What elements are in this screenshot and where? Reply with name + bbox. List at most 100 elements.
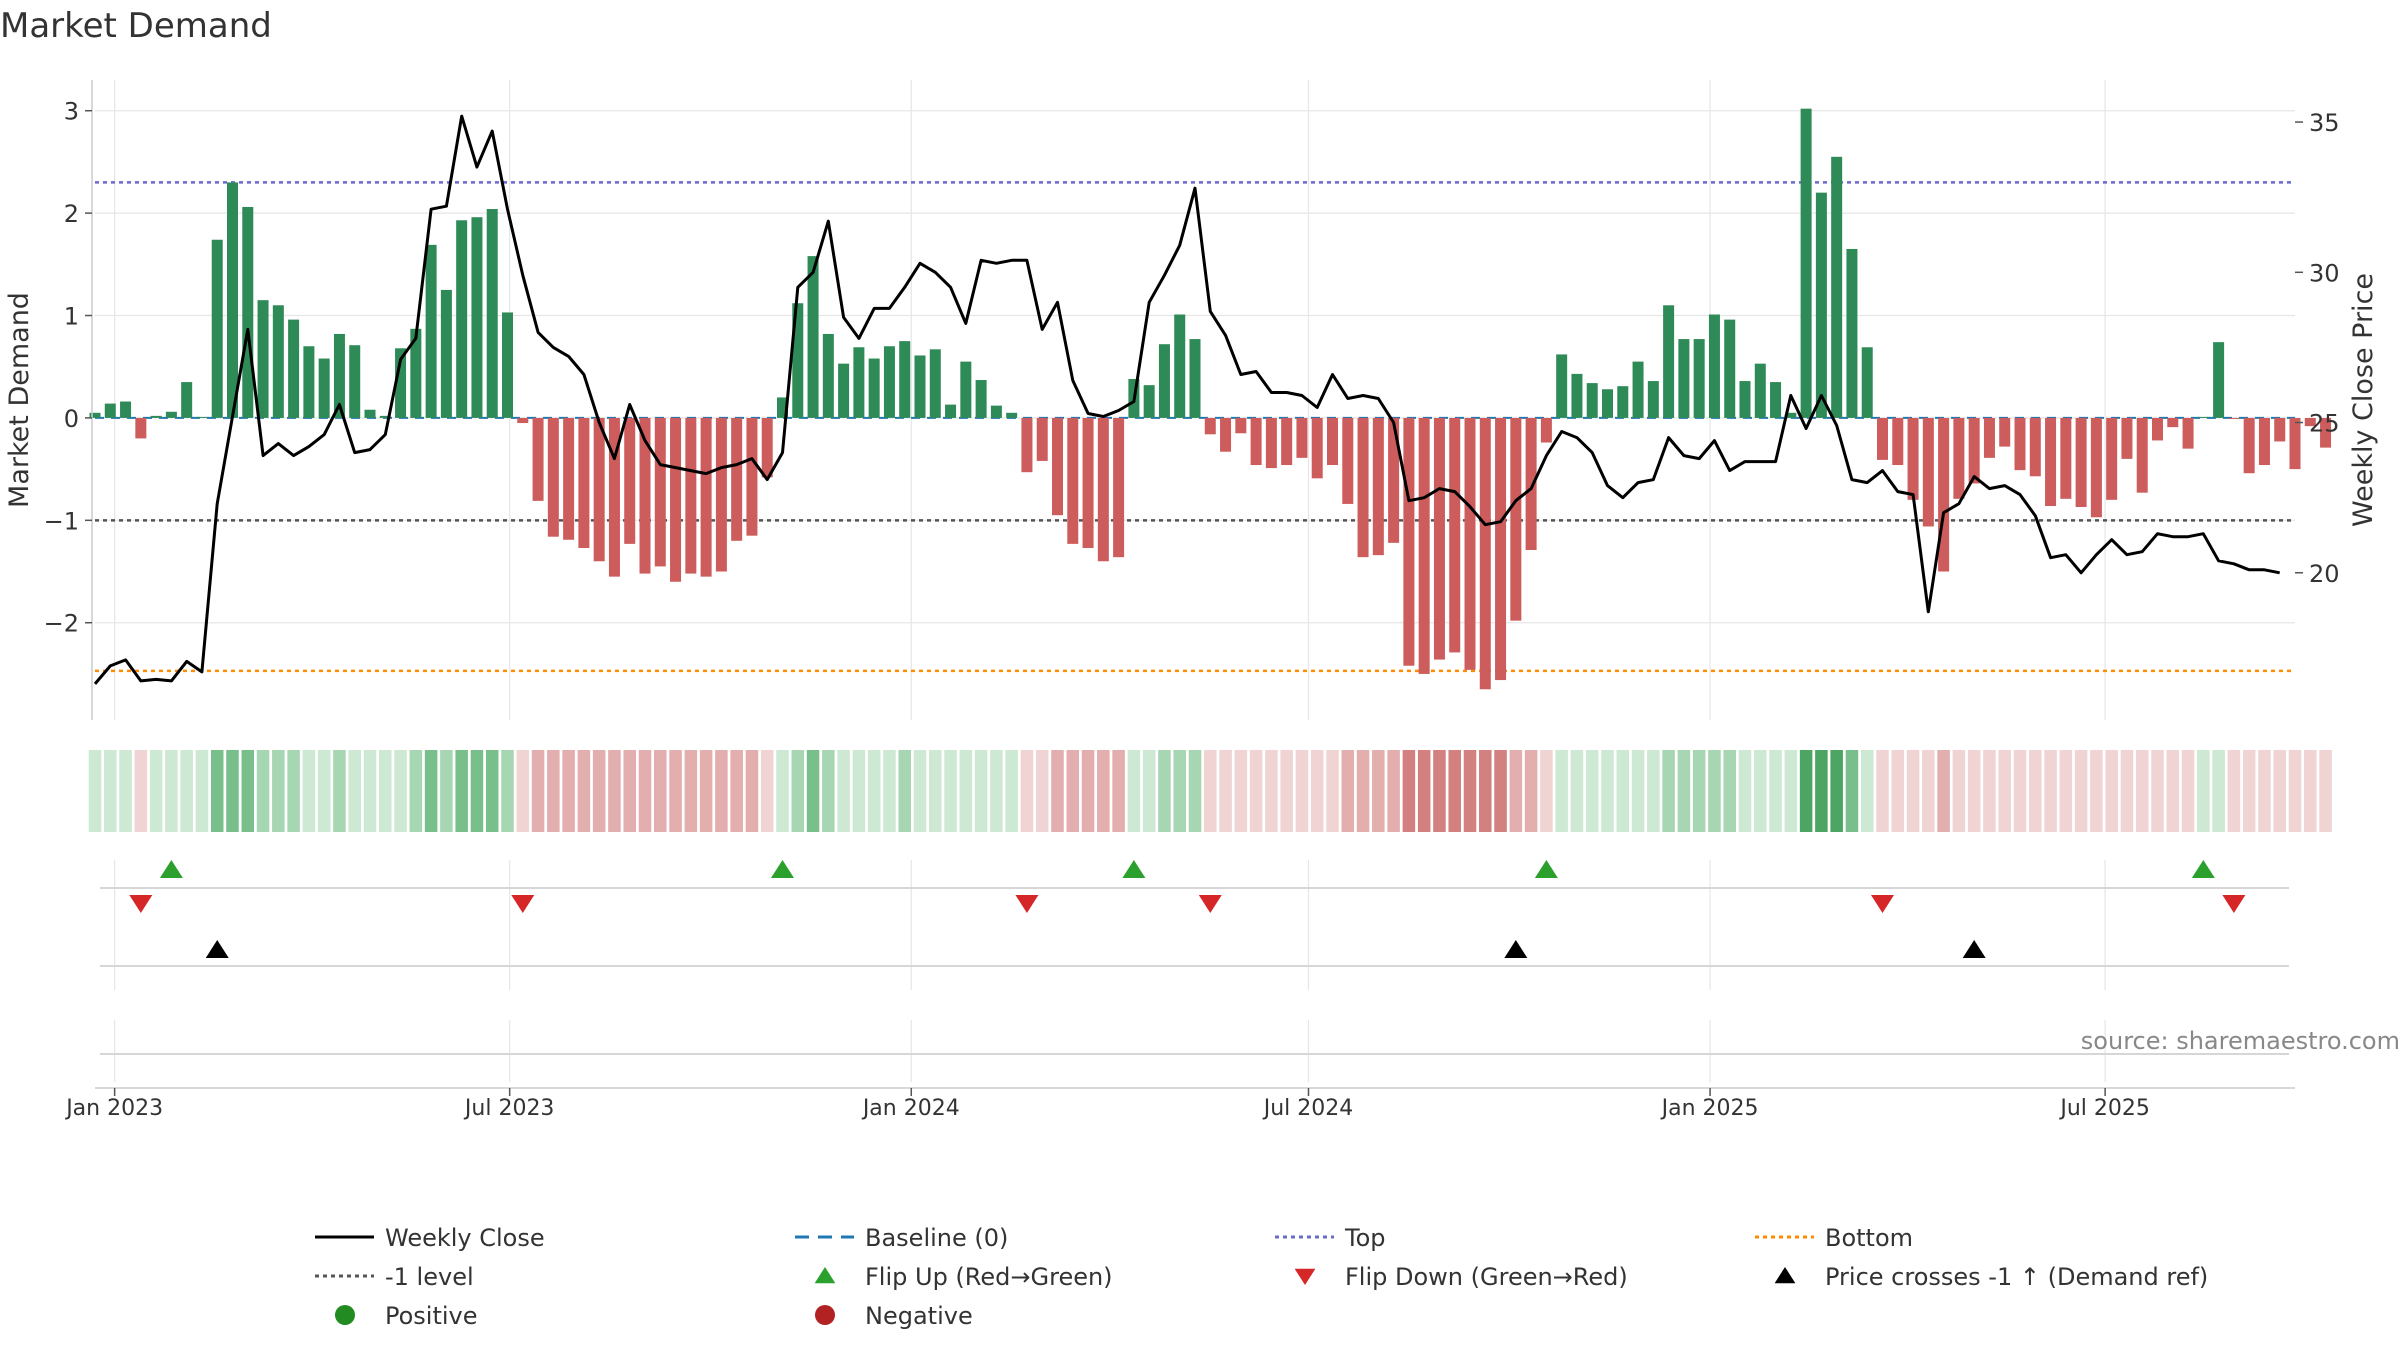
heat-cell bbox=[516, 750, 530, 832]
positive-bar bbox=[211, 239, 223, 418]
negative-bar bbox=[670, 417, 682, 582]
heat-cell bbox=[1784, 750, 1798, 832]
legend-swatch-circle bbox=[815, 1305, 835, 1325]
positive-bar bbox=[502, 312, 513, 418]
heat-cell bbox=[379, 750, 392, 832]
flip-up-marker bbox=[1534, 860, 1558, 878]
heat-cell bbox=[134, 750, 148, 832]
negative-bar bbox=[2136, 417, 2148, 493]
heat-cell bbox=[1998, 750, 2011, 832]
negative-bar bbox=[2289, 417, 2301, 470]
positive-bar bbox=[1739, 381, 1751, 418]
x-tick-label: Jan 2023 bbox=[64, 1096, 163, 1121]
heat-cell bbox=[1448, 750, 1461, 832]
y-tick-label: −1 bbox=[44, 507, 79, 535]
heat-cell bbox=[2059, 750, 2073, 832]
negative-bar bbox=[517, 417, 529, 424]
price-line-group bbox=[93, 114, 2280, 685]
heat-cell bbox=[1845, 750, 1859, 832]
heat-cell bbox=[2212, 750, 2225, 832]
negative-bar bbox=[1327, 417, 1338, 466]
negative-bar bbox=[2304, 417, 2316, 427]
heat-cell bbox=[1524, 750, 1538, 832]
heat-cell bbox=[409, 750, 423, 832]
negative-bar bbox=[2258, 417, 2270, 466]
heat-cell bbox=[1356, 750, 1370, 832]
negative-bar bbox=[1067, 417, 1079, 544]
y-tick-label: 3 bbox=[64, 98, 79, 126]
negative-bar bbox=[1113, 417, 1125, 558]
heat-cell bbox=[547, 750, 560, 832]
negative-bar bbox=[624, 417, 636, 544]
heat-cell bbox=[333, 750, 346, 832]
heat-cell bbox=[470, 750, 484, 832]
heat-cell bbox=[837, 750, 850, 832]
heat-cell bbox=[1616, 750, 1630, 832]
heat-cell bbox=[1967, 750, 1981, 832]
negative-bar bbox=[2243, 417, 2255, 474]
heat-cell bbox=[1479, 750, 1492, 832]
positive-bar bbox=[150, 415, 162, 418]
positive-bar bbox=[1846, 248, 1858, 418]
positive-bar bbox=[1006, 412, 1018, 418]
negative-bar bbox=[2014, 417, 2026, 471]
positive-bar bbox=[227, 182, 238, 418]
positive-bar bbox=[1815, 192, 1827, 418]
heat-cell bbox=[638, 750, 652, 832]
heat-cell bbox=[1433, 750, 1446, 832]
flip-up-marker bbox=[2191, 860, 2215, 878]
x-tick-label: Jan 2024 bbox=[861, 1096, 960, 1121]
heat-cell bbox=[1387, 750, 1400, 832]
heat-cell bbox=[684, 750, 698, 832]
heat-cell bbox=[852, 750, 866, 832]
legend-swatch-circle bbox=[335, 1305, 355, 1325]
negative-bar bbox=[1449, 417, 1461, 653]
positive-bar bbox=[1693, 339, 1705, 418]
flip-up-marker bbox=[159, 860, 183, 878]
negative-bar bbox=[2121, 417, 2133, 459]
negative-bar bbox=[547, 417, 559, 537]
positive-bar bbox=[868, 358, 880, 418]
heat-cell bbox=[1112, 750, 1125, 832]
heat-cell bbox=[1677, 750, 1691, 832]
heat-cell bbox=[1051, 750, 1064, 832]
heat-cell bbox=[1952, 750, 1966, 832]
heat-cell bbox=[241, 750, 255, 832]
flip-down-marker bbox=[1871, 895, 1894, 913]
heat-cell bbox=[867, 750, 881, 832]
heat-cell bbox=[1799, 750, 1813, 832]
flip-down-marker bbox=[1198, 895, 1222, 913]
positive-bar bbox=[822, 333, 834, 418]
flip-up-marker bbox=[1122, 860, 1146, 878]
heat-cell bbox=[1708, 750, 1721, 832]
positive-bar bbox=[257, 300, 269, 418]
legend-label: Price crosses -1 ↑ (Demand ref) bbox=[1825, 1263, 2208, 1291]
heat-cell bbox=[195, 750, 209, 832]
heat-cell bbox=[2090, 750, 2103, 832]
positive-bar bbox=[1632, 361, 1644, 418]
negative-bar bbox=[1021, 417, 1033, 473]
negative-bar bbox=[1907, 417, 1919, 500]
heat-cell bbox=[2029, 750, 2042, 832]
positive-bar bbox=[2213, 342, 2225, 418]
negative-bar bbox=[1464, 417, 1476, 670]
heat-cell bbox=[913, 750, 927, 832]
negative-bar bbox=[1938, 417, 1950, 572]
heat-cell bbox=[1204, 750, 1217, 832]
positive-bar bbox=[104, 403, 116, 418]
negative-bar bbox=[135, 417, 147, 439]
x-tick-label: Jul 2025 bbox=[2058, 1096, 2150, 1121]
heat-cell bbox=[806, 750, 820, 832]
heat-cell bbox=[226, 750, 239, 832]
negative-bar bbox=[1235, 417, 1247, 434]
positive-bar bbox=[196, 416, 208, 418]
heat-cell bbox=[1219, 750, 1232, 832]
heat-cell bbox=[562, 750, 575, 832]
heat-cell bbox=[745, 750, 759, 832]
negative-bar bbox=[593, 417, 605, 562]
heat-cell bbox=[608, 750, 621, 832]
negative-bar bbox=[1510, 417, 1522, 621]
positive-bar bbox=[960, 361, 972, 418]
positive-bar bbox=[379, 415, 391, 418]
heat-cell bbox=[1723, 750, 1736, 832]
